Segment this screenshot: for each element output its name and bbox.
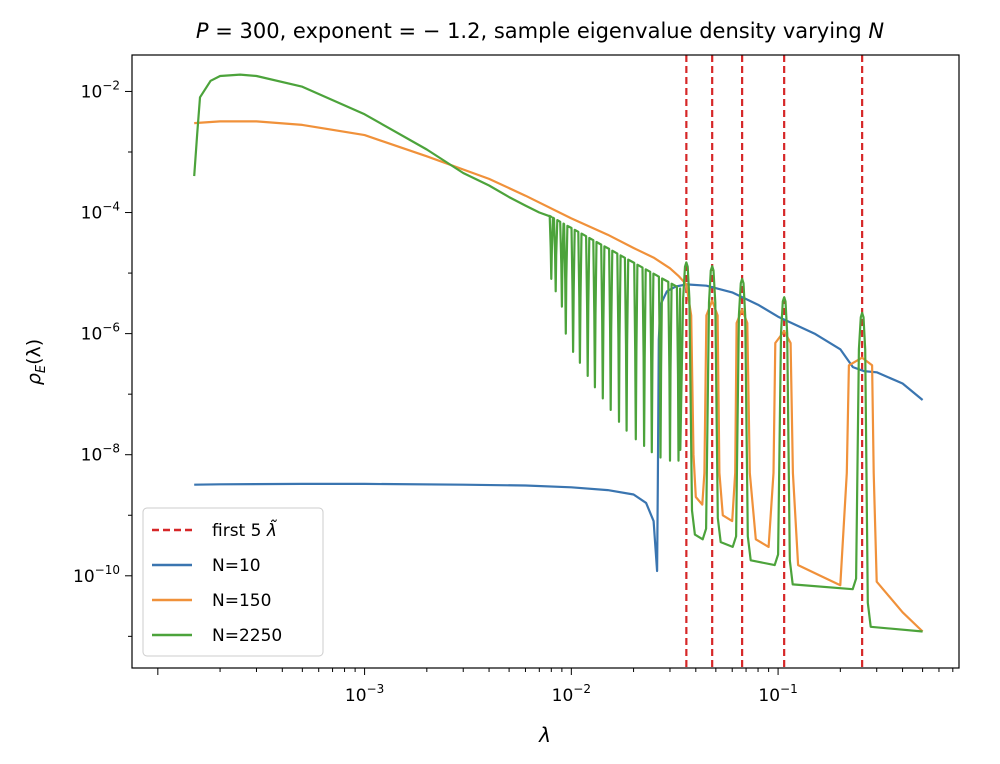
plot-frame: [131, 54, 960, 669]
y-axis-ticks: 10−2 10−4 10−6 10−8 10−10: [73, 78, 132, 637]
chart-title: P = 300, exponent = − 1.2, sample eigenv…: [196, 19, 885, 43]
x-tick-label: 10−1: [758, 682, 797, 706]
y-tick-label: 10−2: [81, 78, 120, 102]
series-line-n-150: [194, 120, 924, 633]
x-tick-label: 10−3: [345, 682, 384, 706]
legend-label-n-150: N=150: [212, 591, 271, 611]
y-tick-label: 10−6: [81, 321, 120, 345]
legend-label-n-10: N=10: [212, 556, 261, 576]
legend-label-n-2250: N=2250: [212, 626, 282, 646]
legend-label-reference: first 5 λ̃: [212, 519, 278, 541]
y-tick-label: 10−10: [73, 563, 120, 587]
series-line-n-2250: [193, 73, 923, 633]
y-tick-label: 10−4: [81, 200, 120, 224]
reference-lines: [685, 55, 864, 668]
x-axis-ticks: 10−3 10−2 10−1: [157, 668, 954, 706]
y-axis-label: ρE(λ): [23, 339, 49, 385]
y-tick-label: 10−8: [81, 442, 120, 466]
legend-box: [142, 507, 324, 657]
x-axis-label: λ: [538, 723, 551, 747]
series-lines: [193, 73, 924, 633]
x-tick-label: 10−2: [552, 682, 591, 706]
legend: first 5 λ̃ N=10 N=150 N=2250: [142, 507, 324, 657]
